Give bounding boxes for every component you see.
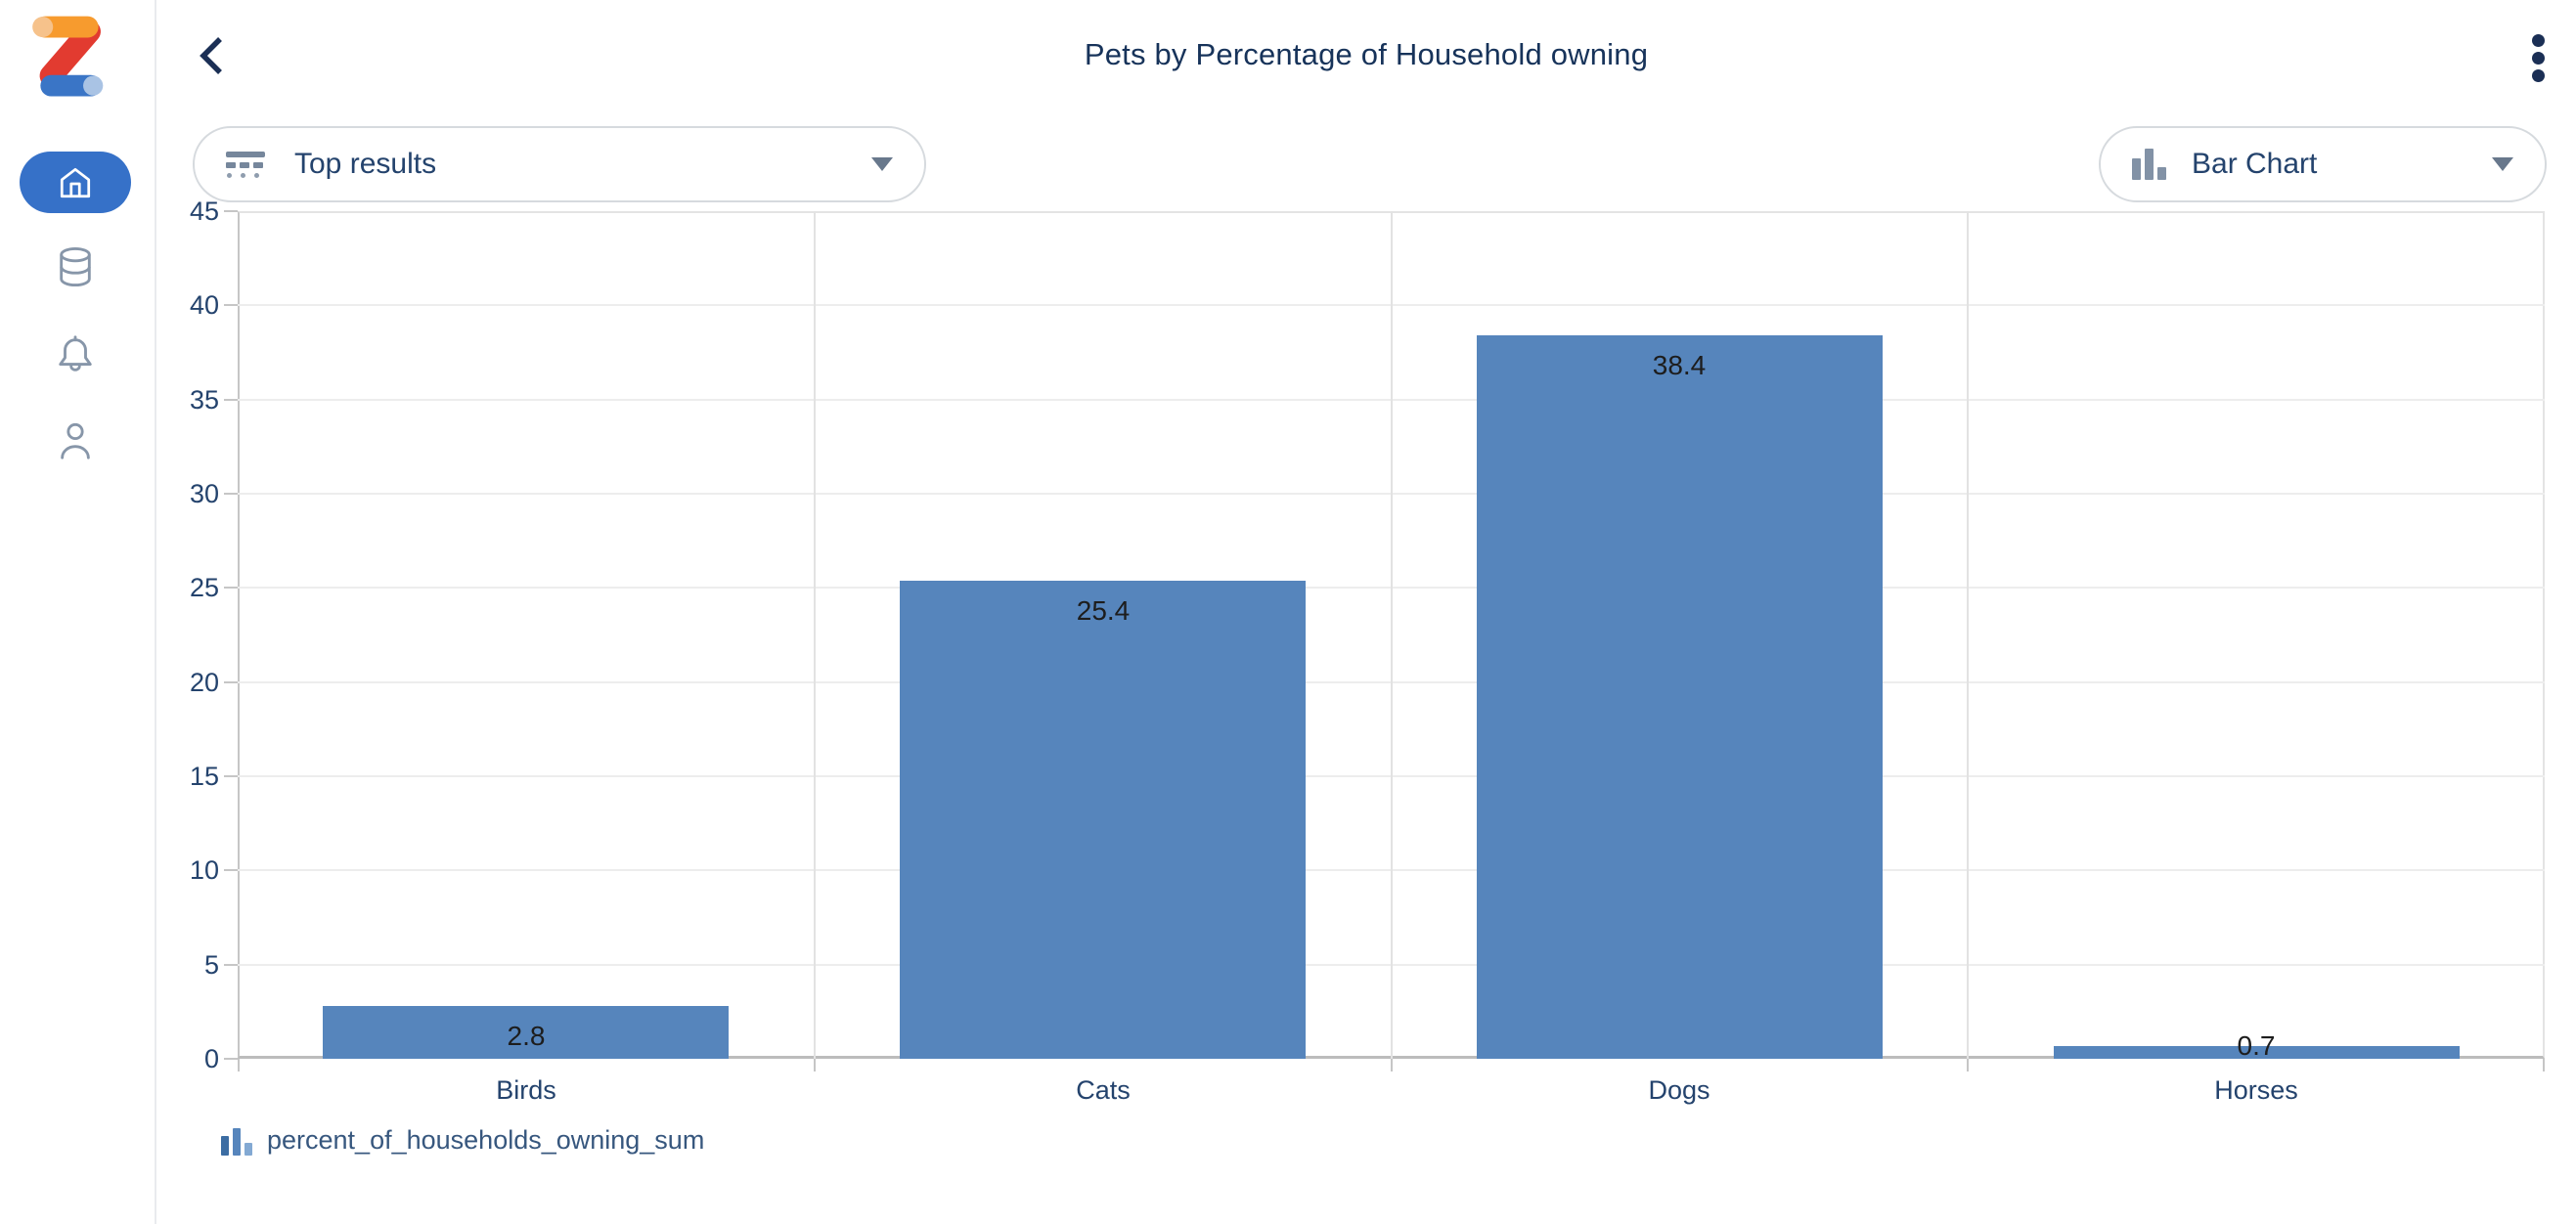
bar-value-label: 38.4 xyxy=(1652,350,1707,380)
top-results-dropdown[interactable]: Top results xyxy=(193,126,926,202)
x-axis-label: Horses xyxy=(2214,1075,2298,1105)
sidebar-item-home[interactable] xyxy=(20,152,131,213)
page-title: Pets by Percentage of Household owning xyxy=(1084,37,1649,71)
back-button[interactable] xyxy=(190,33,233,78)
y-axis-tick xyxy=(224,493,238,495)
kebab-dot xyxy=(2532,34,2545,47)
x-axis-label: Cats xyxy=(1076,1075,1131,1105)
bar-chart-icon xyxy=(2132,149,2166,180)
bar-dogs[interactable] xyxy=(1477,335,1883,1059)
x-axis-tick xyxy=(814,1059,816,1071)
x-axis-label: Birds xyxy=(496,1075,556,1105)
chevron-down-icon xyxy=(871,157,893,171)
legend-series-label: percent_of_households_owning_sum xyxy=(267,1124,705,1155)
y-axis-tick xyxy=(224,775,238,777)
y-axis-tick-label: 0 xyxy=(203,1044,219,1073)
x-axis-tick xyxy=(2543,1059,2545,1071)
y-axis-tick-label: 25 xyxy=(189,573,219,602)
y-axis-tick xyxy=(224,587,238,589)
top-results-icon xyxy=(226,146,269,183)
bar-value-label: 25.4 xyxy=(1076,595,1131,626)
database-icon xyxy=(60,246,91,287)
chevron-down-icon xyxy=(2492,157,2513,171)
y-axis-tick-label: 45 xyxy=(189,197,219,226)
y-axis-tick-label: 35 xyxy=(189,385,219,415)
y-axis-tick-label: 30 xyxy=(189,479,219,508)
y-axis-tick-label: 20 xyxy=(189,668,219,697)
kebab-dot xyxy=(2532,52,2545,65)
sidebar-item-data[interactable] xyxy=(55,246,96,287)
bar-cats[interactable] xyxy=(900,581,1306,1059)
v-gridline xyxy=(1391,211,1393,1059)
sidebar-item-notifications[interactable] xyxy=(55,334,96,375)
y-axis-tick xyxy=(224,869,238,871)
sidebar xyxy=(0,0,156,1224)
y-axis-tick xyxy=(224,210,238,212)
x-axis-tick xyxy=(1967,1059,1969,1071)
v-gridline xyxy=(1967,211,1969,1059)
x-axis-label: Dogs xyxy=(1648,1075,1710,1105)
x-axis-tick xyxy=(238,1059,240,1071)
sidebar-item-account[interactable] xyxy=(55,420,96,461)
chart-type-label: Bar Chart xyxy=(2192,148,2318,180)
y-axis-tick-label: 15 xyxy=(189,762,219,791)
bar-value-label: 0.7 xyxy=(2237,1030,2276,1061)
y-axis-tick-label: 10 xyxy=(189,855,219,885)
more-options-button[interactable] xyxy=(2532,34,2546,87)
back-arrow-icon xyxy=(200,37,222,74)
v-gridline xyxy=(814,211,816,1059)
bell-icon xyxy=(59,335,92,372)
kebab-dot xyxy=(2532,69,2545,82)
y-axis-tick-label: 5 xyxy=(203,950,219,980)
bar-birds[interactable] xyxy=(323,1006,729,1059)
chart-legend[interactable]: percent_of_households_owning_sum xyxy=(221,1124,704,1156)
legend-series-icon xyxy=(221,1124,252,1156)
bar-horses[interactable] xyxy=(2054,1046,2460,1059)
bar-value-label: 2.8 xyxy=(507,1021,546,1051)
app-logo-icon[interactable] xyxy=(31,15,108,99)
top-results-label: Top results xyxy=(294,148,437,180)
y-axis-tick xyxy=(224,681,238,683)
y-axis-tick-label: 40 xyxy=(189,290,219,320)
y-axis-tick xyxy=(224,1058,238,1060)
user-icon xyxy=(61,422,90,459)
y-axis-tick xyxy=(224,304,238,306)
y-axis-tick xyxy=(224,964,238,966)
y-axis-tick xyxy=(224,399,238,401)
chart-type-dropdown[interactable]: Bar Chart xyxy=(2099,126,2547,202)
home-icon xyxy=(60,167,91,197)
x-axis-tick xyxy=(1391,1059,1393,1071)
